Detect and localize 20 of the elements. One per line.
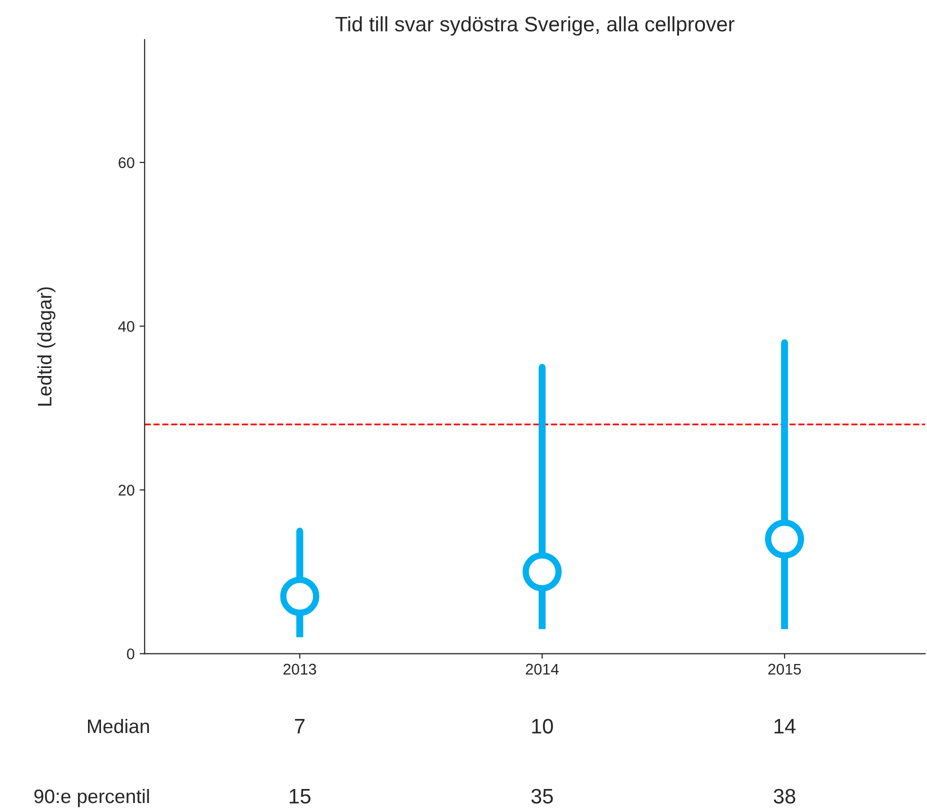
y-tick-label: 40 — [118, 321, 134, 332]
x-tick-label: 2014 — [526, 664, 559, 675]
data-label: 38 — [774, 788, 796, 804]
y-tick-label: 20 — [118, 484, 134, 496]
x-tick-label: 2015 — [768, 664, 801, 675]
data-label: 10 — [532, 718, 553, 734]
y-axis-title: Ledtid (dagar) — [37, 287, 56, 406]
y-tick-label: 0 — [126, 648, 134, 660]
chart-title: Tid till svar sydöstra Sverige, alla cellprover — [335, 16, 734, 36]
point — [764, 519, 804, 559]
y-tick-label: 60 — [118, 157, 134, 168]
data-label: 15 — [290, 789, 310, 804]
text: 90:e percentil — [34, 788, 149, 808]
x-tick-label: 2013 — [284, 664, 316, 675]
data-label: 14 — [774, 719, 796, 734]
point — [280, 576, 320, 616]
data-label: 7 — [295, 719, 304, 734]
data-label: 35 — [531, 788, 553, 804]
point — [522, 552, 562, 592]
text: Median — [88, 718, 149, 734]
